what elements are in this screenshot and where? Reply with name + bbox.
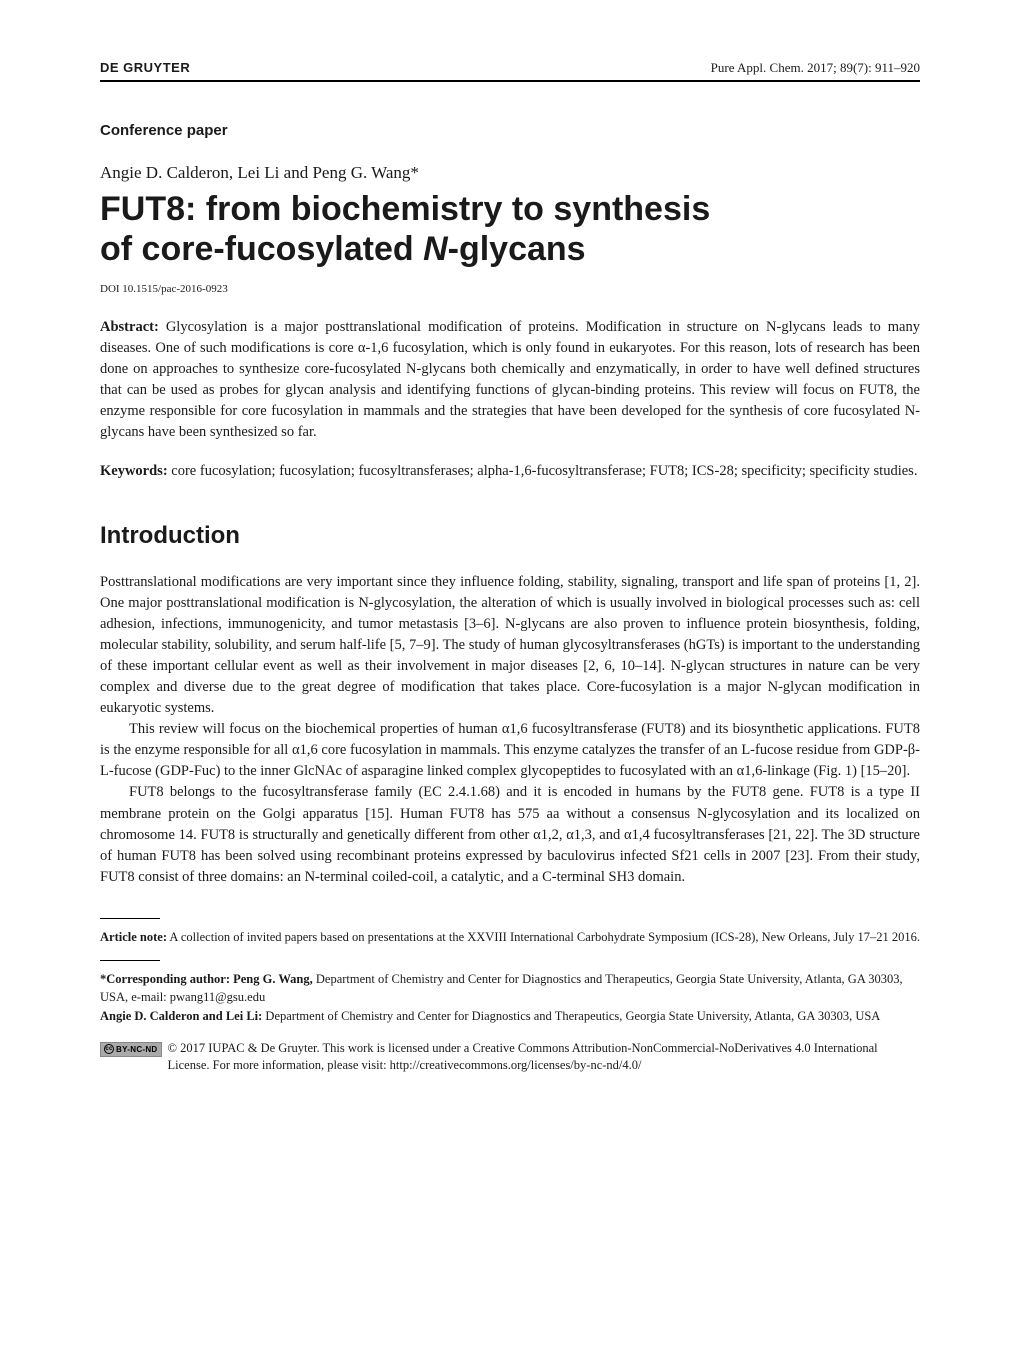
keywords-text: core fucosylation; fucosylation; fucosyl…: [168, 463, 918, 479]
abstract-label: Abstract:: [100, 319, 159, 335]
journal-citation: Pure Appl. Chem. 2017; 89(7): 911–920: [711, 60, 920, 76]
abstract: Abstract: Glycosylation is a major postt…: [100, 317, 920, 443]
paragraph-3: FUT8 belongs to the fucosyltransferase f…: [100, 782, 920, 887]
footnote-rule-2: [100, 960, 160, 961]
publisher-name: DE GRUYTER: [100, 60, 190, 75]
other-authors-label: Angie D. Calderon and Lei Li:: [100, 1009, 262, 1023]
paragraph-1: Posttranslational modifications are very…: [100, 572, 920, 719]
introduction-heading: Introduction: [100, 522, 920, 550]
title-line-2-prefix: of core-fucosylated: [100, 230, 423, 268]
body-text: Posttranslational modifications are very…: [100, 572, 920, 887]
author-list: Angie D. Calderon, Lei Li and Peng G. Wa…: [100, 163, 920, 183]
keywords: Keywords: core fucosylation; fucosylatio…: [100, 461, 920, 482]
cc-circle-icon: cc: [104, 1044, 114, 1054]
cc-badge-text: BY-NC-ND: [116, 1044, 158, 1055]
other-authors-text: Department of Chemistry and Center for D…: [262, 1009, 880, 1023]
license-text: © 2017 IUPAC & De Gruyter. This work is …: [168, 1040, 920, 1075]
keywords-label: Keywords:: [100, 463, 168, 479]
corresponding-author: *Corresponding author: Peng G. Wang, Dep…: [100, 971, 920, 1006]
other-authors: Angie D. Calderon and Lei Li: Department…: [100, 1008, 920, 1026]
section-label: Conference paper: [100, 122, 920, 139]
page-container: DE GRUYTER Pure Appl. Chem. 2017; 89(7):…: [0, 0, 1020, 1125]
cc-badge-icon: ccBY-NC-ND: [100, 1042, 162, 1057]
page-header: DE GRUYTER Pure Appl. Chem. 2017; 89(7):…: [100, 60, 920, 82]
abstract-text: Glycosylation is a major posttranslation…: [100, 319, 920, 440]
paragraph-2: This review will focus on the biochemica…: [100, 719, 920, 782]
article-note: Article note: A collection of invited pa…: [100, 929, 920, 947]
license: ccBY-NC-ND © 2017 IUPAC & De Gruyter. Th…: [100, 1040, 920, 1075]
title-line-1: FUT8: from biochemistry to synthesis: [100, 190, 710, 228]
doi: DOI 10.1515/pac-2016-0923: [100, 283, 920, 295]
article-note-text: A collection of invited papers based on …: [167, 930, 920, 944]
article-note-label: Article note:: [100, 930, 167, 944]
footnote-rule-1: [100, 918, 160, 919]
article-title: FUT8: from biochemistry to synthesis of …: [100, 189, 920, 269]
corresponding-author-label: *Corresponding author: Peng G. Wang,: [100, 972, 313, 986]
title-line-2-suffix: -glycans: [448, 230, 586, 268]
title-italic-n: N: [423, 230, 448, 268]
